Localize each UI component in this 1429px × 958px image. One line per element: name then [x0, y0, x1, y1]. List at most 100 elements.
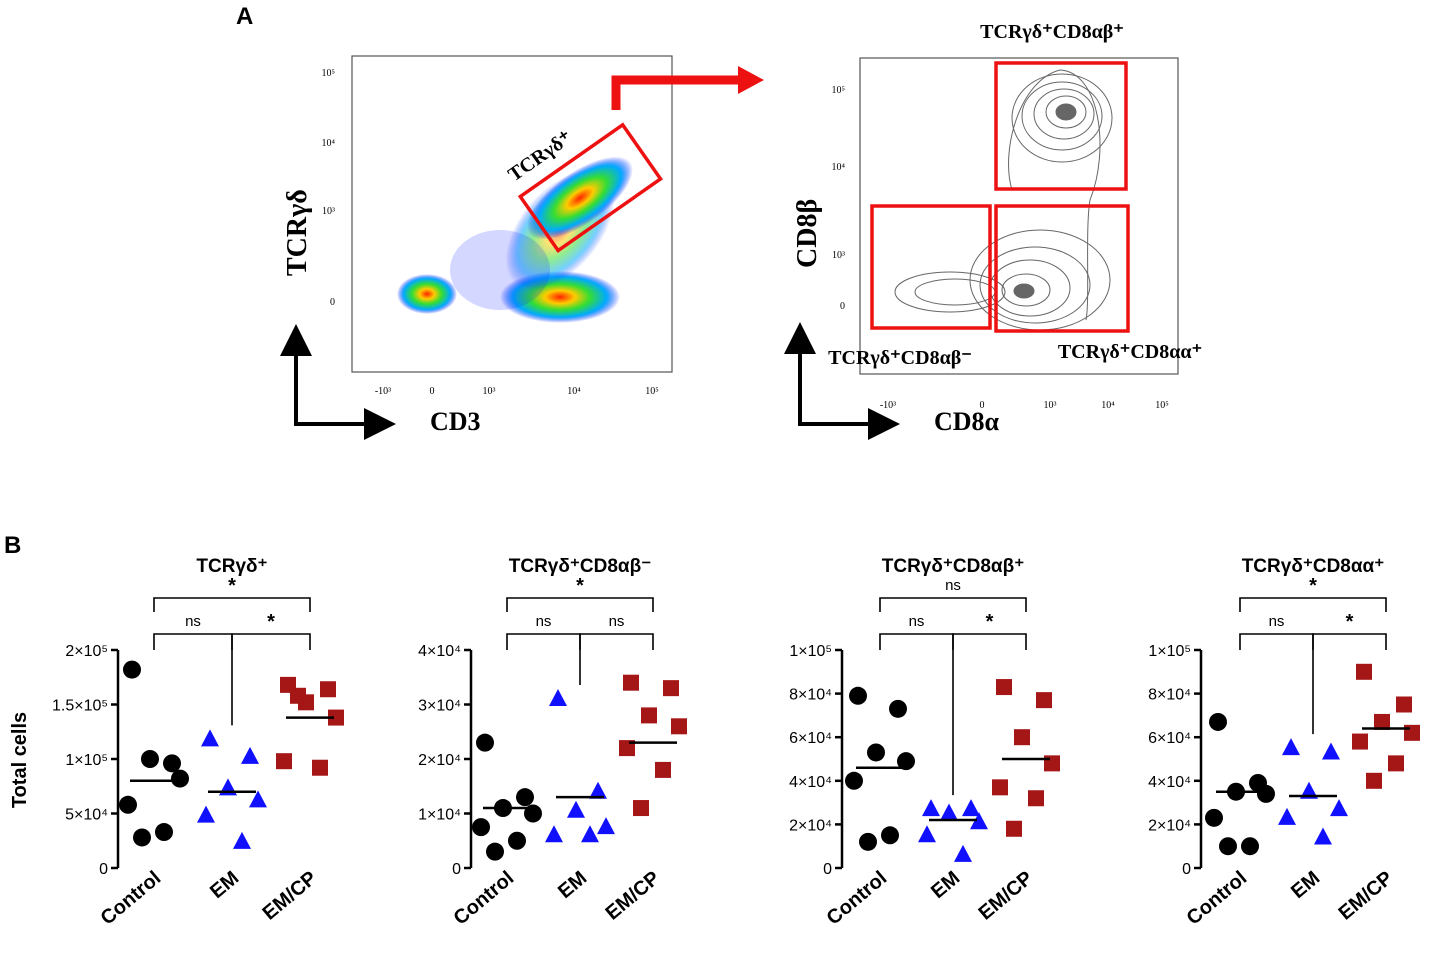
gate-cd8ab-neg — [870, 204, 992, 330]
data-point-em — [970, 812, 988, 830]
y-tick-label: 4×10⁴ — [1148, 774, 1191, 791]
flow2-xtick: 10⁵ — [1155, 400, 1169, 411]
data-point-emcp — [312, 759, 328, 776]
data-point-emcp — [641, 707, 657, 724]
significance-label: ns — [609, 613, 625, 630]
data-point-control — [155, 823, 173, 842]
data-point-control — [472, 818, 490, 837]
data-point-em — [581, 825, 599, 843]
data-point-em — [549, 689, 567, 707]
flow-plot1-frame — [351, 55, 673, 373]
y-tick-label: 8×10⁴ — [1148, 687, 1191, 704]
flow2-xtick: 10³ — [1044, 400, 1057, 411]
y-tick-label: 1.5×10⁵ — [52, 698, 108, 715]
flow1-ytick: 10⁴ — [322, 138, 336, 149]
gate-cd8aa-pos — [994, 204, 1130, 333]
flow1-ytick: 10³ — [322, 206, 335, 217]
y-tick-label: 3×10⁴ — [418, 698, 461, 715]
data-point-control — [859, 832, 877, 851]
dot-plot-1: TCRγδ⁺ 0 5×10⁴ 1×10⁵ 1.5×10⁵ 2×10⁵ Total cells… — [9, 556, 344, 930]
data-point-emcp — [1352, 733, 1368, 750]
data-point-em — [1282, 738, 1300, 756]
y-tick-label: 6×10⁴ — [1148, 730, 1191, 747]
significance-label: * — [228, 575, 236, 597]
flow2-xtick: 10⁴ — [1101, 400, 1115, 411]
flow2-ytick: 10³ — [832, 250, 845, 261]
flow2-ytick: 0 — [840, 301, 845, 312]
significance-label: * — [1309, 575, 1317, 597]
data-point-em — [197, 805, 215, 823]
data-point-emcp — [1388, 755, 1404, 772]
significance-bracket — [506, 633, 581, 650]
data-point-emcp — [992, 779, 1008, 796]
gate-cd8ab-pos — [994, 61, 1128, 191]
flow1-x-label: CD3 — [430, 407, 481, 436]
significance-bracket — [153, 633, 233, 650]
flow1-xtick: 10⁴ — [567, 386, 581, 397]
significance-bracket — [879, 633, 954, 650]
gate-cd8ab-neg-label: TCRγδ⁺CD8αβ⁻ — [828, 347, 972, 369]
x-tick-label: EM — [206, 867, 243, 903]
data-point-control — [141, 750, 159, 768]
data-point-emcp — [671, 718, 687, 735]
x-tick-label: EM — [927, 867, 964, 903]
significance-label: * — [267, 611, 275, 633]
data-point-emcp — [290, 687, 306, 704]
y-tick-label: 0 — [823, 861, 832, 878]
flow2-ytick: 10⁵ — [832, 85, 846, 96]
gate-cd8ab-pos-label: TCRγδ⁺CD8αβ⁺ — [980, 21, 1124, 43]
x-tick-label: EM/CP — [259, 867, 322, 925]
data-point-emcp — [1396, 696, 1412, 713]
significance-label: ns — [1269, 613, 1285, 630]
flow2-xtick: -10³ — [880, 400, 896, 411]
data-point-control — [845, 771, 863, 790]
data-point-em — [1314, 827, 1332, 845]
data-point-em — [233, 831, 251, 849]
y-tick-label: 1×10⁵ — [1148, 643, 1191, 660]
data-point-emcp — [619, 740, 635, 757]
data-point-emcp — [1014, 729, 1030, 746]
flow-plot-cd8a-cd8b: TCRγδ⁺CD8αβ⁺ TCRγδ⁺CD8αβ⁻ TCRγδ⁺CD8αα⁺ 1… — [784, 21, 1202, 440]
significance-bracket — [1239, 597, 1387, 612]
significance-bracket — [153, 597, 311, 612]
dot-plot-4: TCRγδ⁺CD8αα⁺ 0 2×10⁴ 4×10⁴ 6×10⁴ 8×10⁴ 1×10⁵ Co… — [1148, 556, 1420, 930]
significance-label: ns — [536, 613, 552, 630]
y-tick-label: 4×10⁴ — [418, 643, 461, 660]
flow1-xtick: 0 — [430, 386, 435, 397]
significance-label: * — [986, 611, 994, 633]
data-point-emcp — [328, 709, 344, 726]
data-point-em — [1278, 807, 1296, 825]
x-tick-label: Control — [823, 867, 892, 930]
data-point-control — [476, 733, 494, 752]
significance-label: ns — [185, 613, 201, 630]
data-point-emcp — [320, 681, 336, 698]
flow2-x-label: CD8α — [934, 407, 1000, 436]
y-tick-label: 4×10⁴ — [789, 774, 832, 791]
data-point-em — [954, 844, 972, 862]
significance-label: * — [1346, 611, 1354, 633]
dot-plot-title: TCRγδ⁺CD8αα⁺ — [1242, 556, 1385, 577]
data-point-emcp — [1356, 663, 1372, 680]
flow2-y-label: CD8β — [792, 199, 823, 268]
y-tick-label: 5×10⁴ — [65, 807, 108, 824]
significance-bracket — [952, 633, 1027, 650]
flow-plot2-contours — [894, 69, 1113, 331]
data-point-em — [1330, 799, 1348, 817]
significance-label: * — [576, 575, 584, 597]
x-tick-label: EM/CP — [602, 867, 665, 925]
significance-label: ns — [945, 577, 961, 594]
y-tick-label: 6×10⁴ — [789, 730, 832, 747]
y-tick-label: 0 — [1182, 861, 1191, 878]
data-point-em — [589, 781, 607, 799]
dot-plot-title: TCRγδ⁺CD8αβ⁺ — [882, 556, 1024, 577]
data-point-em — [567, 800, 585, 818]
y-tick-label: 8×10⁴ — [789, 687, 832, 704]
data-point-control — [133, 828, 151, 847]
x-tick-label: EM — [554, 867, 591, 903]
x-tick-label: EM/CP — [975, 867, 1038, 925]
data-point-control — [1205, 808, 1223, 827]
data-point-emcp — [1374, 713, 1390, 730]
x-tick-label: Control — [1183, 867, 1252, 930]
significance-label: ns — [909, 613, 925, 630]
dot-plots-panel-b: TCRγδ⁺ 0 5×10⁴ 1×10⁵ 1.5×10⁵ 2×10⁵ Total cells… — [9, 556, 1420, 930]
